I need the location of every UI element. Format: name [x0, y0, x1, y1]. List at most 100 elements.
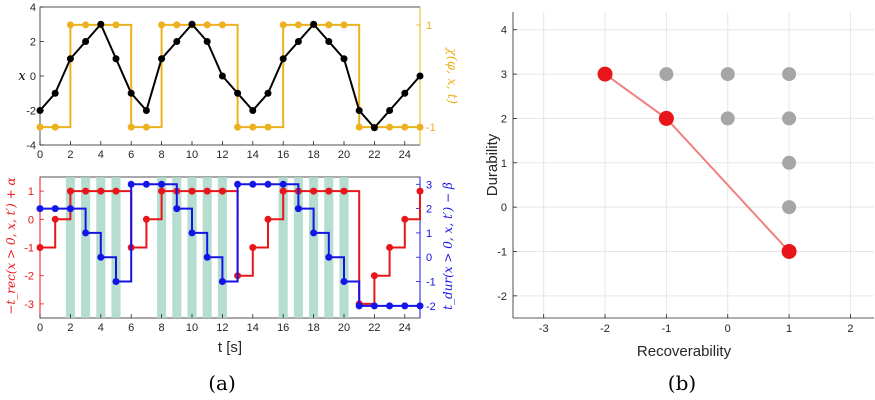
series-chi-point: [325, 21, 332, 28]
series-x-point: [97, 21, 104, 28]
series-x-point: [82, 38, 89, 45]
series-trec-point: [204, 188, 211, 195]
shaded-interval: [111, 177, 120, 318]
bottom-right-ytick-label: -1: [426, 277, 436, 289]
series-x-point: [234, 90, 241, 97]
top-xtick-label: 24: [399, 149, 411, 161]
series-trec-point: [249, 244, 256, 251]
series-chi-point: [234, 124, 241, 131]
series-x-point: [52, 90, 59, 97]
top-right-ytick-label: 1: [426, 20, 432, 32]
series-x-point: [37, 107, 44, 114]
gray-point: [721, 111, 735, 125]
b-ytick-label: 1: [501, 158, 507, 170]
b-ytick-label: -2: [497, 291, 507, 303]
series-x-point: [310, 21, 317, 28]
bottom-xtick-label: 10: [186, 322, 198, 334]
top-xtick-label: 8: [159, 149, 165, 161]
bottom-xtick-label: 2: [67, 322, 73, 334]
series-chi-point: [204, 21, 211, 28]
series-x-point: [173, 38, 180, 45]
b-xtick-label: -2: [600, 323, 610, 335]
top-ylabel-right: χ(φ, x, t): [444, 47, 459, 104]
series-x-point: [128, 90, 135, 97]
series-x-point: [249, 107, 256, 114]
series-x-point: [280, 55, 287, 62]
top-xtick-label: 0: [37, 149, 43, 161]
series-trec-point: [189, 188, 196, 195]
series-x-point: [417, 73, 424, 80]
shaded-interval: [218, 177, 227, 318]
bottom-xtick-label: 6: [128, 322, 134, 334]
series-x-point: [325, 38, 332, 45]
top-ytick-label: 2: [30, 37, 36, 49]
b-xtick-label: 1: [786, 323, 792, 335]
series-trec-point: [401, 216, 408, 223]
series-x-point: [189, 21, 196, 28]
bottom-ytick-label: 1: [28, 186, 34, 198]
top-xtick-label: 10: [186, 149, 198, 161]
b-xtick-label: 0: [725, 323, 731, 335]
series-trec-point: [97, 188, 104, 195]
bottom-right-ytick-label: 1: [426, 228, 432, 240]
shaded-interval: [187, 177, 196, 318]
series-x-point: [113, 55, 120, 62]
top-ytick-label: -4: [26, 140, 36, 152]
series-trec-point: [158, 188, 165, 195]
series-tdur-point: [37, 205, 44, 212]
series-trec-point: [82, 188, 89, 195]
series-x-point: [265, 90, 272, 97]
top-right-ytick-label: -1: [426, 122, 436, 134]
series-chi-point: [386, 124, 393, 131]
b-xlabel: Recoverability: [637, 343, 732, 360]
series-chi-point: [113, 21, 120, 28]
series-chi-point: [417, 124, 424, 131]
series-chi-point: [52, 124, 59, 131]
series-tdur-point: [113, 278, 120, 285]
series-tdur-point: [189, 229, 196, 236]
bottom-xtick-label: 16: [277, 322, 289, 334]
b-plot-area: [513, 12, 874, 318]
bottom-ytick-label: -2: [24, 271, 34, 283]
series-chi-point: [173, 21, 180, 28]
series-chi-point: [37, 124, 44, 131]
bottom-ytick-label: 0: [28, 214, 34, 226]
series-x-point: [386, 107, 393, 114]
series-trec-point: [341, 188, 348, 195]
top-xtick-label: 22: [368, 149, 380, 161]
series-tdur-point: [52, 205, 59, 212]
top-xtick-label: 12: [216, 149, 228, 161]
series-tdur-point: [97, 254, 104, 261]
bottom-right-ytick-label: 3: [426, 179, 432, 191]
series-tdur-point: [158, 181, 165, 188]
series-chi-point: [128, 124, 135, 131]
series-x-point: [401, 90, 408, 97]
series-chi-point: [67, 21, 74, 28]
series-x-point: [295, 38, 302, 45]
top-xtick-label: 18: [307, 149, 319, 161]
series-tdur-point: [280, 181, 287, 188]
bottom-right-ytick-label: 0: [426, 252, 432, 264]
b-xtick-label: 2: [847, 323, 853, 335]
series-tdur-point: [219, 278, 226, 285]
series-trec-point: [310, 188, 317, 195]
series-trec-point: [417, 188, 424, 195]
series-chi-point: [265, 124, 272, 131]
bottom-xtick-label: 8: [159, 322, 165, 334]
top-ytick-label: 4: [30, 2, 36, 14]
series-tdur-point: [310, 229, 317, 236]
b-ytick-label: 3: [501, 69, 507, 81]
top-xtick-label: 6: [128, 149, 134, 161]
series-x-point: [371, 124, 378, 131]
series-tdur-point: [143, 181, 150, 188]
series-tdur-point: [325, 254, 332, 261]
series-chi-point: [158, 21, 165, 28]
series-chi-point: [356, 124, 363, 131]
series-tdur-point: [295, 205, 302, 212]
gray-point: [659, 67, 673, 81]
caption-b: (b): [668, 371, 696, 395]
series-tdur-point: [401, 302, 408, 309]
bottom-xtick-label: 18: [307, 322, 319, 334]
